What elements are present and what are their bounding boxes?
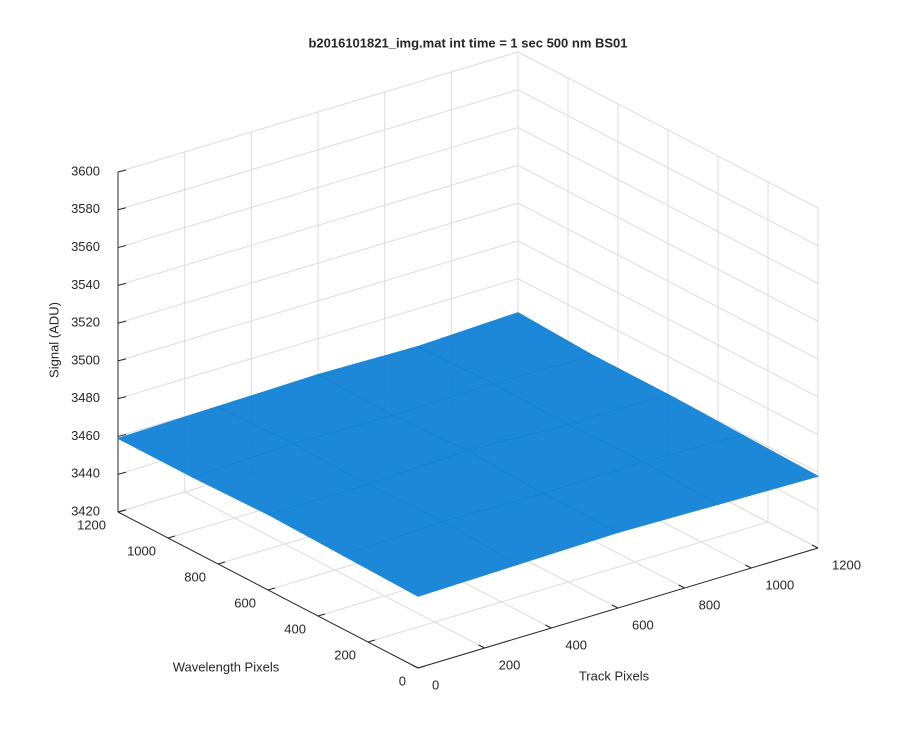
z-tick-label: 3560 xyxy=(71,239,100,254)
z-tick-label: 3520 xyxy=(71,315,100,330)
tick-mark xyxy=(317,613,326,617)
z-axis-label: Signal (ADU) xyxy=(46,302,61,378)
tick-mark xyxy=(117,207,127,211)
surface-patch xyxy=(341,521,520,597)
y-axis-label: Wavelength Pixels xyxy=(173,659,280,674)
tick-mark xyxy=(117,169,127,173)
tick-mark xyxy=(545,624,552,629)
z-tick-label: 3600 xyxy=(71,163,100,178)
y-tick-label: 800 xyxy=(184,569,206,584)
z-tick-label: 3500 xyxy=(71,352,100,367)
tick-mark xyxy=(117,320,127,324)
tick-mark xyxy=(678,584,685,589)
tick-mark xyxy=(117,471,127,475)
y-tick-label: 200 xyxy=(334,647,356,662)
z-tick-label: 3420 xyxy=(71,503,100,518)
y-tick-label: 1200 xyxy=(77,517,106,532)
tick-mark xyxy=(167,535,176,539)
x-tick-label: 1000 xyxy=(765,577,794,592)
tick-mark xyxy=(367,639,376,643)
tick-mark xyxy=(611,604,619,609)
y-tick-label: 0 xyxy=(399,673,406,688)
y-tick-label: 600 xyxy=(234,595,256,610)
z-tick-label: 3480 xyxy=(71,390,100,405)
tick-mark xyxy=(117,433,127,437)
tick-mark xyxy=(478,644,485,649)
tick-mark xyxy=(811,544,819,549)
tick-mark xyxy=(411,664,419,669)
tick-mark xyxy=(117,245,127,249)
tick-mark xyxy=(267,587,276,591)
tick-mark xyxy=(117,282,127,286)
z-tick-label: 3460 xyxy=(71,428,100,443)
x-tick-label: 200 xyxy=(499,657,521,672)
tick-mark xyxy=(217,561,226,565)
z-tick-label: 3440 xyxy=(71,466,100,481)
tick-mark xyxy=(745,564,752,569)
tick-mark xyxy=(117,358,127,362)
y-tick-label: 1000 xyxy=(127,543,156,558)
z-tick-label: 3540 xyxy=(71,277,100,292)
tick-mark xyxy=(117,509,126,513)
chart-title: b2016101821_img.mat int time = 1 sec 500… xyxy=(308,35,627,50)
x-tick-label: 0 xyxy=(432,677,439,692)
x-axis-label: Track Pixels xyxy=(579,668,650,683)
x-tick-label: 800 xyxy=(699,597,721,612)
x-tick-label: 1200 xyxy=(832,557,861,572)
grid-line xyxy=(367,521,769,643)
tick-mark xyxy=(117,396,127,400)
tick-mark xyxy=(417,665,426,669)
x-tick-label: 400 xyxy=(565,637,587,652)
y-tick-label: 400 xyxy=(284,621,306,636)
x-tick-label: 600 xyxy=(632,617,654,632)
z-tick-label: 3580 xyxy=(71,201,100,216)
